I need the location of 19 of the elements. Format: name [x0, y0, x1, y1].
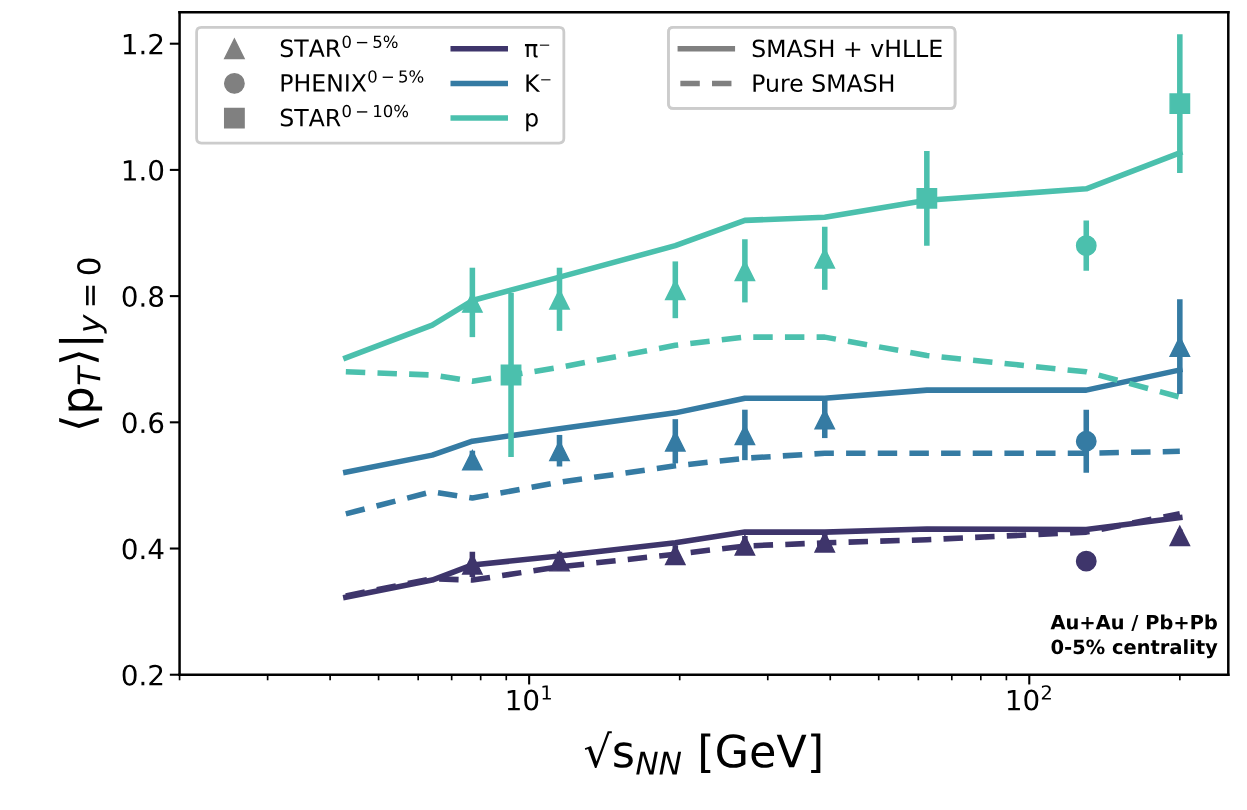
- y-axis-title: ⟨p$_{T}$⟩|$_{y=0}$: [58, 258, 107, 428]
- legend-label: STAR$^{0−10%}$: [280, 104, 409, 127]
- legend-label: STAR$^{0−5%}$: [280, 35, 398, 58]
- y-tick-label: 0.8: [122, 286, 164, 308]
- legend-label: Pure SMASH: [753, 74, 894, 93]
- x-tick-label: 10$^{2}$: [1007, 685, 1051, 711]
- legend-label: PHENIX$^{0−5%}$: [281, 70, 424, 92]
- y-tick-label: 1.0: [123, 159, 164, 181]
- x-axis-title: √s$_{NN}$ [GeV]: [584, 731, 821, 775]
- legend-label: p: [526, 113, 538, 132]
- legend-label: K⁻: [526, 74, 551, 92]
- x-tick-label: 10$^{1}$: [507, 685, 551, 711]
- legend-label: π⁻: [524, 44, 550, 58]
- annotation: Au+Au / Pb+Pb 0-5% centrality: [1050, 614, 1218, 659]
- y-tick-label: 0.2: [122, 664, 163, 686]
- y-tick-label: 0.4: [122, 538, 164, 560]
- y-tick-label: 1.2: [123, 33, 163, 55]
- y-tick-label: 0.6: [122, 412, 164, 434]
- legend-label: SMASH + vHLLE: [752, 39, 942, 58]
